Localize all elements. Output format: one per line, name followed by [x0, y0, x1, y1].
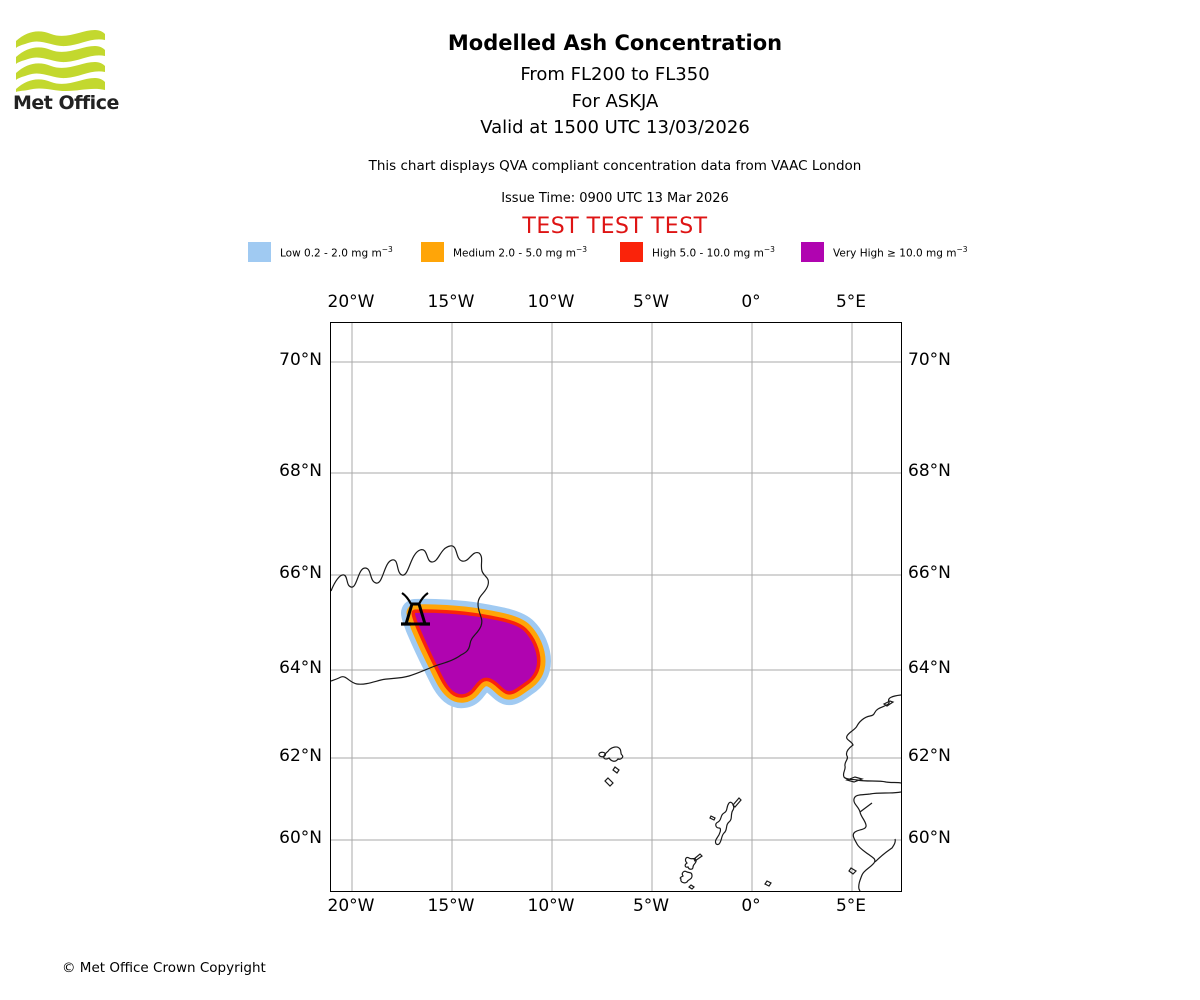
logo-waves-icon [16, 30, 105, 92]
legend-item-low: Low 0.2 - 2.0 mg m−3 [248, 240, 393, 264]
lon-tick-top-10w: 10°W [527, 292, 575, 312]
volcano-marker-icon [401, 592, 430, 626]
lon-tick-bottom-20w: 20°W [327, 896, 375, 916]
legend-label-very-high-text: Very High ≥ 10.0 mg m [833, 247, 957, 260]
legend-label-very-high: Very High ≥ 10.0 mg m−3 [833, 245, 968, 260]
legend-item-medium: Medium 2.0 - 5.0 mg m−3 [421, 240, 587, 264]
lon-tick-top-15w: 15°W [427, 292, 475, 312]
legend-item-high: High 5.0 - 10.0 mg m−3 [620, 240, 775, 264]
legend-label-high-text: High 5.0 - 10.0 mg m [652, 247, 764, 260]
legend-label-low-text: Low 0.2 - 2.0 mg m [280, 247, 382, 260]
volcano-subtitle: For ASKJA [571, 91, 659, 112]
lon-tick-bottom-10w: 10°W [527, 896, 575, 916]
shetland-islands [709, 797, 742, 846]
lon-tick-top-0: 0° [741, 292, 761, 312]
legend-label-very-high-sup: −3 [956, 244, 968, 254]
chart-title: Modelled Ash Concentration [447, 31, 783, 55]
lat-tick-right-60n: 60°N [908, 828, 951, 848]
lat-tick-left-68n: 68°N [279, 461, 322, 481]
legend-label-low: Low 0.2 - 2.0 mg m−3 [280, 245, 393, 260]
lat-tick-right-70n: 70°N [908, 350, 951, 370]
test-banner: TEST TEST TEST [522, 214, 708, 239]
lat-tick-left-66n: 66°N [279, 563, 322, 583]
norway-coastline [842, 694, 901, 891]
ash-plume [401, 598, 551, 709]
lat-tick-right-68n: 68°N [908, 461, 951, 481]
legend-label-medium-sup: −3 [575, 244, 588, 254]
lat-tick-left-64n: 64°N [279, 658, 322, 678]
map-panel [330, 322, 902, 892]
flight-level-subtitle: From FL200 to FL350 [520, 64, 710, 85]
legend-label-high-sup: −3 [763, 244, 775, 254]
lon-tick-top-5w: 5°W [632, 292, 670, 312]
ash-contour-very-high [415, 612, 537, 695]
faroe-islands [598, 746, 624, 787]
met-office-logo [14, 28, 124, 96]
lon-tick-bottom-5w: 5°W [632, 896, 670, 916]
orkney-islands [679, 853, 703, 890]
iceland-coastline [331, 545, 489, 685]
lon-tick-top-5e: 5°E [835, 292, 867, 312]
issue-time: Issue Time: 0900 UTC 13 Mar 2026 [501, 191, 729, 206]
legend-label-low-sup: −3 [381, 244, 393, 254]
lon-tick-bottom-5e: 5°E [835, 896, 867, 916]
legend-label-medium: Medium 2.0 - 5.0 mg m−3 [453, 245, 587, 260]
legend-swatch-high [620, 242, 643, 262]
lat-tick-right-62n: 62°N [908, 746, 951, 766]
legend-swatch-very-high [801, 242, 824, 262]
legend-swatch-medium [421, 242, 444, 262]
legend-swatch-low [248, 242, 271, 262]
lat-tick-right-64n: 64°N [908, 658, 951, 678]
legend-label-high: High 5.0 - 10.0 mg m−3 [652, 245, 775, 260]
lat-tick-left-62n: 62°N [279, 746, 322, 766]
fair-isle-islet [764, 880, 772, 887]
legend-item-very-high: Very High ≥ 10.0 mg m−3 [801, 240, 968, 264]
copyright-text: © Met Office Crown Copyright [62, 960, 266, 976]
lon-tick-bottom-0: 0° [741, 896, 761, 916]
valid-time-subtitle: Valid at 1500 UTC 13/03/2026 [480, 117, 750, 138]
lon-tick-top-20w: 20°W [327, 292, 375, 312]
qva-note: This chart displays QVA compliant concen… [368, 158, 862, 174]
coastlines [331, 545, 901, 891]
map-canvas [331, 323, 901, 891]
lat-tick-right-66n: 66°N [908, 563, 951, 583]
lat-tick-left-70n: 70°N [279, 350, 322, 370]
lon-tick-bottom-15w: 15°W [427, 896, 475, 916]
lat-tick-left-60n: 60°N [279, 828, 322, 848]
logo-brand-text: Met Office [13, 92, 119, 114]
legend-label-medium-text: Medium 2.0 - 5.0 mg m [453, 247, 576, 260]
